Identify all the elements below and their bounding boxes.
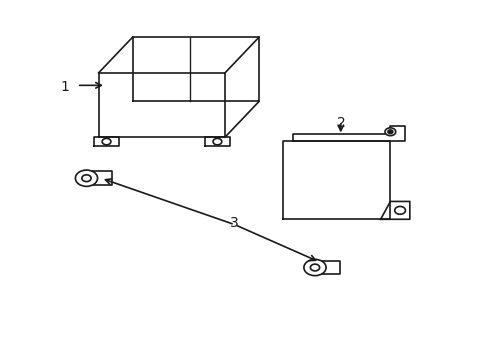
Polygon shape — [132, 37, 259, 102]
Circle shape — [102, 138, 111, 145]
Polygon shape — [99, 73, 224, 137]
Circle shape — [81, 175, 91, 181]
Polygon shape — [283, 141, 389, 219]
Text: 2: 2 — [337, 116, 346, 130]
Polygon shape — [314, 261, 340, 274]
Circle shape — [387, 130, 392, 134]
Circle shape — [384, 128, 395, 136]
Circle shape — [75, 170, 98, 186]
Circle shape — [394, 206, 405, 214]
Text: 1: 1 — [60, 80, 69, 94]
Polygon shape — [94, 137, 119, 146]
Circle shape — [213, 138, 222, 145]
Polygon shape — [86, 171, 112, 185]
Polygon shape — [380, 202, 409, 219]
Circle shape — [304, 259, 325, 276]
Polygon shape — [204, 137, 230, 146]
Circle shape — [310, 264, 319, 271]
Text: 3: 3 — [230, 216, 239, 230]
Polygon shape — [292, 126, 404, 141]
